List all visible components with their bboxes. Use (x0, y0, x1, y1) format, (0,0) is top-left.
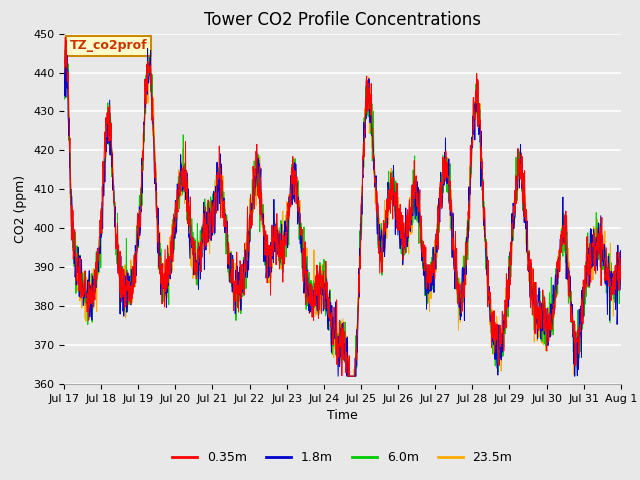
X-axis label: Time: Time (327, 409, 358, 422)
Text: TZ_co2prof: TZ_co2prof (70, 39, 147, 52)
Y-axis label: CO2 (ppm): CO2 (ppm) (15, 175, 28, 243)
Legend: 0.35m, 1.8m, 6.0m, 23.5m: 0.35m, 1.8m, 6.0m, 23.5m (167, 446, 518, 469)
Title: Tower CO2 Profile Concentrations: Tower CO2 Profile Concentrations (204, 11, 481, 29)
